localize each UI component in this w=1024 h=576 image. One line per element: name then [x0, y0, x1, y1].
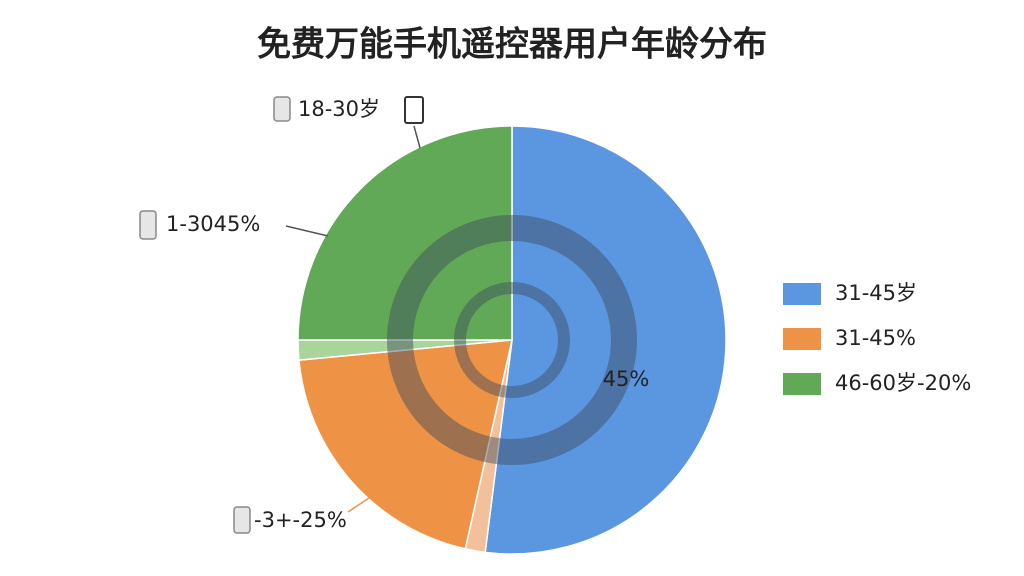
pie-slice — [298, 339, 513, 550]
chart-title: 免费万能手机遥控器用户年龄分布 — [257, 25, 767, 65]
legend-label: 31-45% — [835, 326, 916, 350]
pie — [297, 125, 727, 555]
annotation: 18-30岁 — [298, 97, 380, 121]
annotation-arrows — [285, 125, 421, 513]
legend-label: 31-45岁 — [835, 281, 917, 305]
annotation: -3+-25% — [254, 508, 347, 532]
legend-swatch — [783, 328, 821, 350]
annotation: 45% — [603, 367, 650, 391]
pie-slice — [484, 125, 727, 555]
pie-slice — [297, 125, 513, 341]
annotation-icons — [139, 96, 424, 534]
legend-swatch — [783, 283, 821, 305]
legend-swatch — [783, 373, 821, 395]
ring-overlay — [387, 215, 637, 465]
annotation: 1-3045% — [166, 212, 260, 236]
legend-label: 46-60岁-20% — [835, 371, 971, 395]
